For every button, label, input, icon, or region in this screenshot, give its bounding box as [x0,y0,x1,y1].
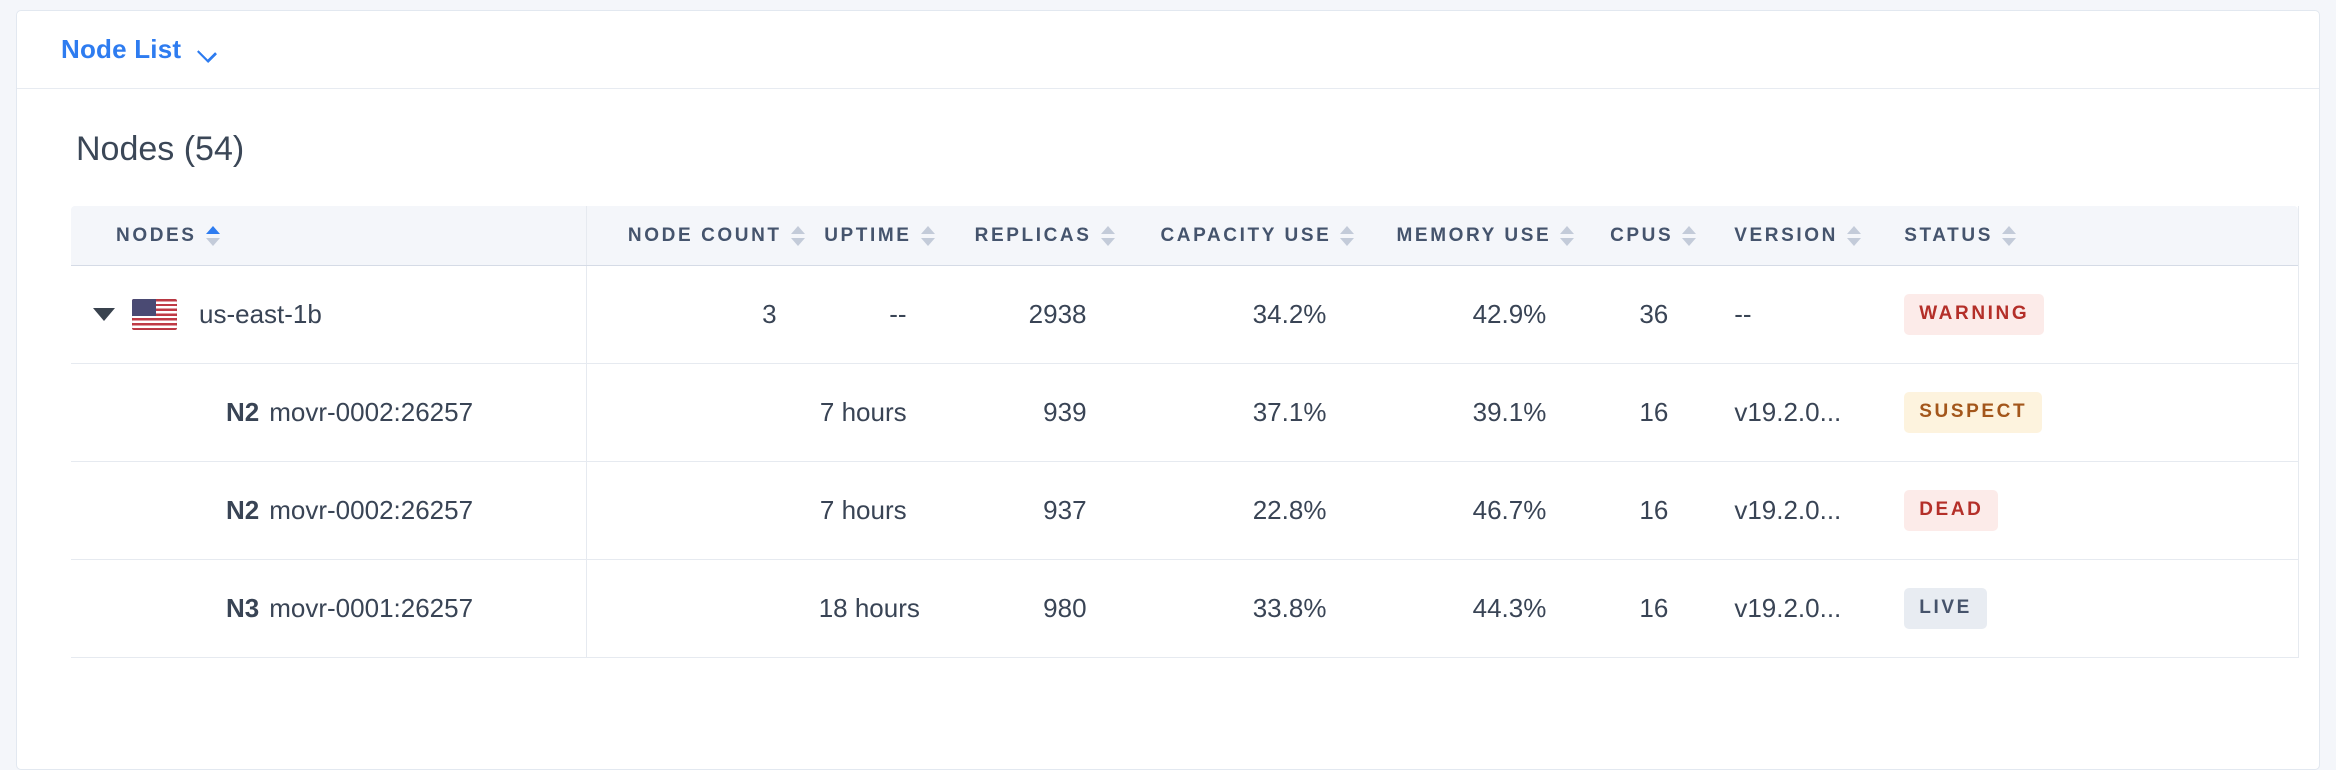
sort-icon [920,225,935,246]
table-body: us-east-1b 3 -- 2938 34.2% 42.9% 36 -- WARNING N2… [71,266,2298,658]
nodes-table: NODES NODE COUNT UPTIME REPLICAS CAPACITY US… [71,206,2299,658]
node-row[interactable]: N2 movr-0002:26257 7 hours 939 37.1% 39.1% 16 v… [71,364,2298,462]
region-row[interactable]: us-east-1b 3 -- 2938 34.2% 42.9% 36 -- WARNING [71,266,2298,364]
column-label: CAPACITY USE [1160,224,1332,246]
table-header-row: NODES NODE COUNT UPTIME REPLICAS CAPACITY US… [71,206,2298,266]
node-list-card: Node List Nodes (54) NODES NODE COUNT UPTI… [16,10,2320,770]
uptime-cell: 7 hours [819,495,907,525]
column-header-version[interactable]: VERSION [1710,206,1880,265]
status-badge: SUSPECT [1904,392,2043,433]
status-cell: DEAD [1880,490,2298,531]
sort-icon [790,225,805,246]
sort-icon [1560,225,1575,246]
us-flag-icon [132,299,177,330]
page-title: Nodes (54) [76,130,245,168]
capacity-use-cell: 37.1% [1252,397,1327,427]
column-label: STATUS [1904,224,1993,246]
node-address: movr-0001:26257 [269,593,474,623]
column-header-status[interactable]: STATUS [1880,206,2298,265]
uptime-cell: -- [889,299,907,329]
nodes-cell: N3 movr-0001:26257 [71,560,587,657]
column-header-memory-use[interactable]: MEMORY USE [1368,206,1588,265]
cpus-cell: 16 [1639,397,1669,427]
column-label: NODES [116,224,197,246]
node-id: N2 [226,397,260,427]
nodes-cell: N2 movr-0002:26257 [71,462,587,559]
status-cell: SUSPECT [1880,392,2298,433]
column-header-uptime[interactable]: UPTIME [819,206,949,265]
version-cell: v19.2.0... [1734,593,1842,623]
status-cell: WARNING [1880,294,2298,335]
status-badge: DEAD [1904,490,1999,531]
column-header-node-count[interactable]: NODE COUNT [587,206,819,265]
node-id: N2 [226,495,260,525]
column-header-replicas[interactable]: REPLICAS [949,206,1129,265]
cpus-cell: 16 [1639,495,1669,525]
version-cell: -- [1734,299,1752,329]
capacity-use-cell: 33.8% [1252,593,1327,623]
replicas-cell: 939 [1043,397,1087,427]
sort-icon [1340,225,1355,246]
sort-icon [1682,225,1697,246]
column-header-cpus[interactable]: CPUS [1588,206,1710,265]
sort-icon [205,225,220,246]
memory-use-cell: 46.7% [1472,495,1547,525]
replicas-cell: 937 [1043,495,1087,525]
node-count-cell: 3 [762,299,777,329]
node-address: movr-0002:26257 [269,397,474,427]
nodes-cell: us-east-1b [71,266,587,363]
column-label: REPLICAS [974,224,1092,246]
sort-icon [2001,225,2016,246]
column-header-capacity-use[interactable]: CAPACITY USE [1129,206,1369,265]
replicas-cell: 2938 [1028,299,1087,329]
column-label: UPTIME [824,224,912,246]
cpus-cell: 16 [1639,593,1669,623]
region-name: us-east-1b [199,299,322,329]
replicas-cell: 980 [1043,593,1087,623]
node-list-content: Nodes (54) NODES NODE COUNT UPTIME REPLICAS… [17,89,2319,658]
version-cell: v19.2.0... [1734,397,1842,427]
status-cell: LIVE [1880,588,2298,629]
node-address: movr-0002:26257 [269,495,474,525]
nodes-cell: N2 movr-0002:26257 [71,364,587,461]
uptime-cell: 18 hours [818,593,920,623]
uptime-cell: 7 hours [819,397,907,427]
status-badge: WARNING [1904,294,2045,335]
node-row[interactable]: N2 movr-0002:26257 7 hours 937 22.8% 46.7% 16 v… [71,462,2298,560]
column-label: MEMORY USE [1396,224,1552,246]
memory-use-cell: 44.3% [1472,593,1547,623]
memory-use-cell: 39.1% [1472,397,1547,427]
chevron-down-icon [197,45,219,59]
column-label: CPUS [1610,224,1674,246]
cpus-cell: 36 [1639,299,1669,329]
view-selector-label: Node List [61,34,182,64]
sort-icon [1846,225,1861,246]
node-row[interactable]: N3 movr-0001:26257 18 hours 980 33.8% 44.3% 16… [71,560,2298,658]
node-id: N3 [226,593,260,623]
memory-use-cell: 42.9% [1472,299,1547,329]
capacity-use-cell: 22.8% [1252,495,1327,525]
capacity-use-cell: 34.2% [1252,299,1327,329]
column-label: VERSION [1734,224,1838,246]
column-label: NODE COUNT [627,224,782,246]
version-cell: v19.2.0... [1734,495,1842,525]
view-selector-bar: Node List [17,11,2319,89]
column-header-nodes[interactable]: NODES [71,206,587,265]
view-selector-dropdown[interactable]: Node List [61,34,219,65]
sort-icon [1100,225,1115,246]
collapse-region-icon[interactable] [93,308,115,321]
status-badge: LIVE [1904,588,1987,629]
